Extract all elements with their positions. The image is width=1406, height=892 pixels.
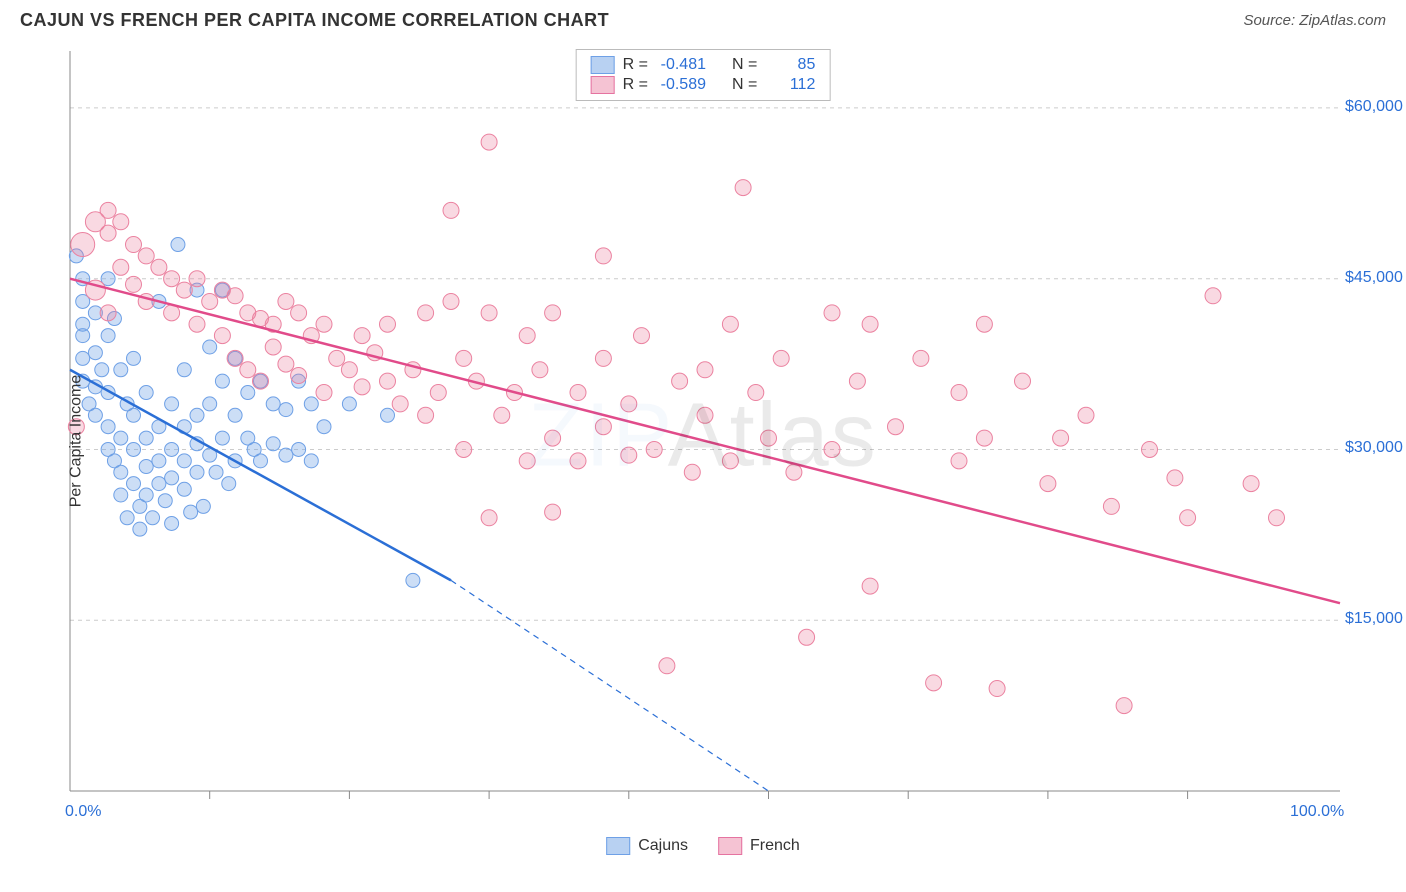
swatch-french [718, 837, 742, 855]
n-label: N = [732, 56, 757, 74]
y-tick-label: $30,000 [1345, 439, 1400, 457]
n-value-french: 112 [765, 76, 815, 94]
y-tick-label: $45,000 [1345, 269, 1400, 287]
stats-row-cajuns: R = -0.481 N = 85 [591, 56, 816, 74]
bottom-legend: Cajuns French [606, 837, 800, 855]
legend-label-french: French [750, 837, 800, 855]
n-value-cajuns: 85 [765, 56, 815, 74]
y-tick-label: $60,000 [1345, 98, 1400, 116]
n-label: N = [732, 76, 757, 94]
r-label: R = [623, 76, 648, 94]
legend-label-cajuns: Cajuns [638, 837, 688, 855]
swatch-cajuns [606, 837, 630, 855]
x-axis-label-max: 100.0% [1290, 803, 1344, 821]
y-tick-label: $15,000 [1345, 610, 1400, 628]
y-axis-label: Per Capita Income [67, 375, 85, 508]
legend-item-cajuns: Cajuns [606, 837, 688, 855]
r-label: R = [623, 56, 648, 74]
r-value-french: -0.589 [656, 76, 706, 94]
scatter-chart [20, 31, 1386, 851]
chart-area: ZIPAtlas Per Capita Income R = -0.481 N … [20, 31, 1386, 851]
source-label: Source: ZipAtlas.com [1243, 12, 1386, 29]
r-value-cajuns: -0.481 [656, 56, 706, 74]
stats-row-french: R = -0.589 N = 112 [591, 76, 816, 94]
swatch-french [591, 76, 615, 94]
stats-legend-box: R = -0.481 N = 85 R = -0.589 N = 112 [576, 49, 831, 101]
legend-item-french: French [718, 837, 800, 855]
x-axis-label-min: 0.0% [65, 803, 101, 821]
chart-title: CAJUN VS FRENCH PER CAPITA INCOME CORREL… [20, 10, 609, 31]
swatch-cajuns [591, 56, 615, 74]
